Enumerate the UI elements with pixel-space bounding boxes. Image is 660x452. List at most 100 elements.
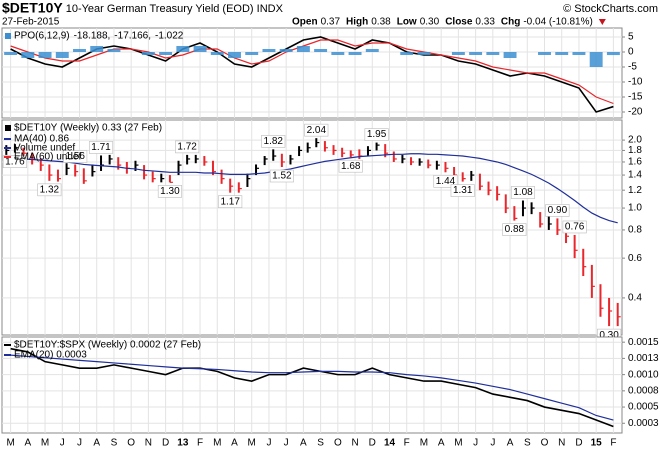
histogram-bar bbox=[348, 52, 362, 55]
x-tick-label: J bbox=[266, 438, 271, 449]
y-tick-label: 0.0003 bbox=[628, 418, 659, 429]
annotation-box bbox=[63, 150, 88, 163]
panel-frame bbox=[1, 336, 623, 434]
copyright: © StockCharts.com bbox=[563, 3, 658, 15]
price-annotation: 0.90 bbox=[548, 205, 568, 216]
annotation-box bbox=[37, 183, 62, 197]
x-tick-label: 15 bbox=[591, 438, 603, 449]
quote-value: 0.37 bbox=[321, 17, 341, 28]
histogram-bar bbox=[107, 49, 121, 52]
price-annotation: 1.08 bbox=[513, 187, 533, 198]
x-tick-label: M bbox=[248, 438, 256, 449]
x-tick-label: N bbox=[558, 438, 565, 449]
x-tick-label: M bbox=[454, 438, 462, 449]
quote-value: 0.33 bbox=[475, 17, 495, 28]
annotation-box bbox=[88, 141, 114, 154]
histogram-bar bbox=[4, 52, 18, 55]
y-tick-label: 0.4 bbox=[628, 293, 642, 304]
histogram-bar bbox=[193, 46, 207, 52]
y-tick-label: 0.0010 bbox=[628, 369, 659, 380]
x-tick-label: M bbox=[213, 438, 221, 449]
y-tick-label: 0 bbox=[628, 47, 634, 58]
price-annotation: 1.95 bbox=[367, 129, 387, 140]
annotation-box bbox=[510, 186, 536, 199]
x-tick-label: J bbox=[284, 438, 289, 449]
legend-entry: -1.022 bbox=[155, 31, 184, 42]
legend-icon bbox=[5, 33, 11, 39]
price-annotation: 0.30 bbox=[599, 330, 619, 341]
histogram-bar bbox=[245, 52, 259, 55]
price-annotation: 1.17 bbox=[220, 196, 240, 207]
histogram-bar bbox=[555, 52, 569, 55]
price-annotation: 1.68 bbox=[341, 161, 361, 172]
price-annotation: 1.72 bbox=[177, 142, 197, 153]
price-annotation: 1.32 bbox=[40, 184, 60, 195]
price-annotation: 1.56 bbox=[65, 151, 85, 162]
x-tick-label: N bbox=[145, 438, 152, 449]
histogram-bar bbox=[400, 52, 414, 55]
y-tick-label: 1.2 bbox=[628, 185, 642, 196]
quote-label: Close bbox=[445, 17, 473, 28]
price-annotation: 1.31 bbox=[453, 185, 473, 196]
annotation-box bbox=[218, 195, 243, 208]
quote-value: 0.38 bbox=[371, 17, 391, 28]
x-tick-label: F bbox=[404, 438, 410, 449]
x-tick-label: A bbox=[300, 438, 307, 449]
price-annotation: 1.30 bbox=[160, 186, 180, 197]
y-tick-label: 0.0015 bbox=[628, 337, 659, 348]
price-annotation: 1.76 bbox=[5, 156, 25, 167]
x-tick-label: D bbox=[369, 438, 376, 449]
x-tick-label: J bbox=[490, 438, 495, 449]
y-tick-label: 0.6 bbox=[628, 253, 642, 264]
x-tick-label: N bbox=[351, 438, 358, 449]
histogram-bar bbox=[331, 52, 345, 55]
x-tick-label: F bbox=[610, 438, 616, 449]
y-tick-label: -15 bbox=[628, 92, 643, 103]
date: 27-Feb-2015 bbox=[2, 17, 60, 28]
legend-entry: EMA(60) undef bbox=[14, 152, 81, 163]
histogram-bar bbox=[279, 49, 293, 52]
legend-entry: MA(40) 0.86 bbox=[14, 134, 69, 145]
price-annotation: 0.76 bbox=[565, 222, 585, 233]
y-tick-label: -5 bbox=[628, 62, 637, 73]
series-line bbox=[6, 153, 618, 224]
histogram-bar bbox=[55, 52, 69, 58]
legend-entry: -17.166, bbox=[114, 31, 151, 42]
quote-value: -0.04 (-10.81%) bbox=[523, 17, 592, 28]
histogram-bar bbox=[21, 52, 35, 58]
histogram-bar bbox=[589, 52, 603, 67]
x-tick-label: D bbox=[575, 438, 582, 449]
histogram-bar bbox=[417, 52, 431, 55]
histogram-bar bbox=[141, 52, 155, 55]
y-tick-label: 0.0008 bbox=[628, 385, 659, 396]
price-annotation: 1.52 bbox=[272, 171, 292, 182]
annotation-box bbox=[450, 184, 475, 197]
histogram-bar bbox=[469, 52, 483, 55]
histogram-bar bbox=[90, 46, 104, 52]
legend-entry: $DET10Y:$SPX (Weekly) 0.0002 (27 Feb) bbox=[14, 340, 201, 351]
y-tick-label: 0.0005 bbox=[628, 402, 659, 413]
x-tick-label: D bbox=[162, 438, 169, 449]
x-tick-label: O bbox=[541, 438, 549, 449]
price-annotation: 0.88 bbox=[505, 224, 525, 235]
series-line bbox=[10, 347, 614, 428]
y-tick-label: 2.0 bbox=[628, 135, 642, 146]
histogram-bar bbox=[538, 52, 551, 55]
legend-icon bbox=[5, 125, 11, 131]
series-line bbox=[10, 354, 614, 421]
x-tick-label: A bbox=[93, 438, 100, 449]
x-tick-label: A bbox=[438, 438, 445, 449]
x-tick-label: 13 bbox=[177, 438, 189, 449]
price-annotation: 1.82 bbox=[264, 136, 284, 147]
annotation-box bbox=[269, 169, 294, 183]
y-tick-label: -20 bbox=[628, 107, 643, 118]
price-annotation: 1.44 bbox=[436, 176, 456, 187]
panel-title: PPO(6,12,9) bbox=[14, 31, 70, 42]
histogram-bar bbox=[486, 52, 500, 55]
quote-label: Chg bbox=[501, 17, 520, 28]
annotation-box bbox=[562, 220, 587, 234]
annotation-box bbox=[2, 155, 27, 168]
legend-entry: Volume undef bbox=[14, 143, 75, 154]
histogram-bar bbox=[314, 49, 328, 52]
